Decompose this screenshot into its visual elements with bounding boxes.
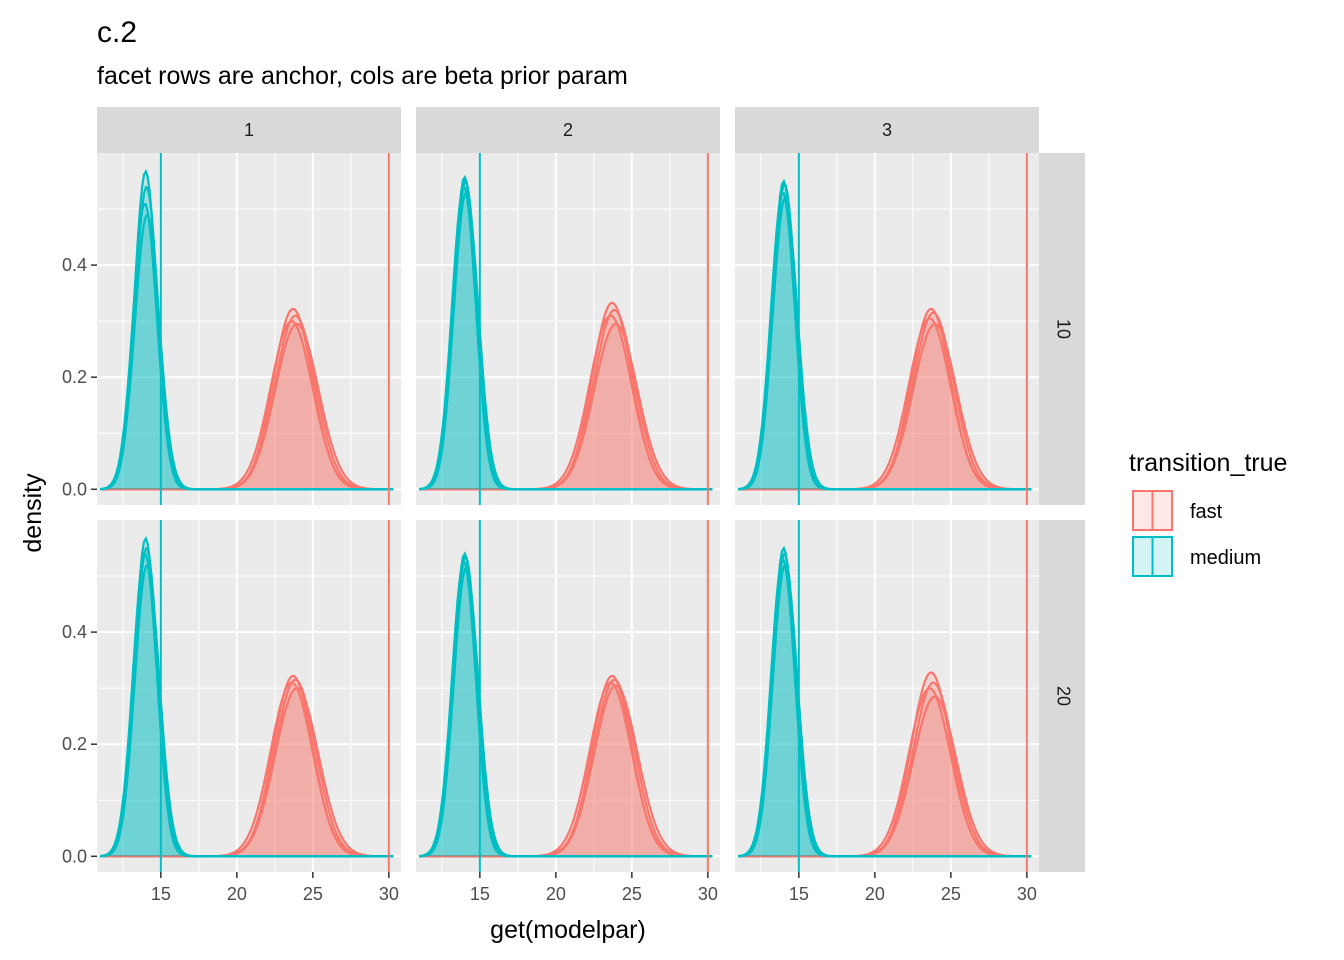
x-tick-label: 20 — [546, 884, 566, 904]
density-line-fast — [419, 322, 713, 491]
density-area-fast — [100, 679, 394, 857]
y-tick-label: 0.0 — [62, 846, 87, 866]
density-area-fast — [100, 315, 394, 490]
density-area-fast — [419, 302, 713, 490]
x-tick-label: 15 — [789, 884, 809, 904]
density-area-fast — [100, 675, 394, 857]
x-tick-label: 30 — [698, 884, 718, 904]
density-area-medium — [100, 214, 394, 490]
density-area-fast — [100, 682, 394, 857]
y-tick-label: 0.2 — [62, 734, 87, 754]
density-line-medium — [99, 563, 394, 858]
density-area-fast — [738, 308, 1032, 490]
panel-background — [416, 153, 720, 505]
y-tick-label: 0.0 — [62, 479, 87, 499]
density-area-fast — [419, 682, 713, 857]
facet-strip-row-label: 10 — [1053, 319, 1073, 339]
density-line-medium — [418, 190, 713, 491]
legend-title: transition_true — [1129, 449, 1287, 477]
facet-strip-col-label: 1 — [244, 120, 254, 140]
density-area-fast — [100, 321, 394, 490]
chart-title: c.2 — [97, 16, 137, 49]
facet-strip-col-2 — [416, 107, 720, 153]
density-area-fast — [419, 324, 713, 490]
x-tick-label: 15 — [151, 884, 171, 904]
density-area-fast — [100, 308, 394, 490]
density-line-medium — [418, 566, 713, 858]
density-area-fast — [419, 679, 713, 857]
density-line-medium — [99, 213, 394, 491]
density-line-fast — [419, 684, 713, 858]
density-area-fast — [419, 675, 713, 857]
density-area-fast — [738, 682, 1032, 857]
density-area-fast — [100, 688, 394, 857]
density-area-medium — [738, 198, 1032, 490]
panel-background — [97, 520, 401, 872]
density-line-fast — [738, 322, 1032, 491]
panel-background — [735, 520, 1039, 872]
density-area-fast — [738, 312, 1032, 490]
density-area-fast — [419, 315, 713, 490]
density-area-medium — [100, 565, 394, 857]
x-tick-label: 15 — [470, 884, 490, 904]
facet-strip-col-3 — [735, 107, 1039, 153]
facet-strip-row-10 — [1039, 153, 1085, 505]
y-tick-label: 0.4 — [62, 255, 87, 275]
legend-label-medium: medium — [1190, 547, 1261, 569]
density-area-fast — [738, 688, 1032, 857]
x-tick-label: 30 — [1017, 884, 1037, 904]
x-tick-label: 25 — [941, 884, 961, 904]
y-axis-label: density — [19, 473, 47, 553]
density-area-fast — [419, 685, 713, 857]
x-tick-label: 25 — [622, 884, 642, 904]
density-area-fast — [738, 696, 1032, 857]
legend: transition_true fast medium — [1129, 449, 1287, 578]
facet-strip-col-1 — [97, 107, 401, 153]
density-line-medium — [737, 196, 1032, 491]
density-area-medium — [738, 565, 1032, 857]
x-tick-label: 20 — [865, 884, 885, 904]
density-area-fast — [738, 672, 1032, 857]
density-line-fast — [100, 322, 394, 491]
facet-strip-row-label: 20 — [1053, 686, 1073, 706]
density-area-fast — [738, 318, 1032, 490]
x-tick-label: 20 — [227, 884, 247, 904]
facet-panels: 1 2 3 10 20 0.0 0.2 0.4 0.0 0.2 0.4 15 20 25 30 15 20 25 3… — [62, 107, 1085, 904]
y-tick-label: 0.2 — [62, 367, 87, 387]
legend-label-fast: fast — [1190, 501, 1223, 523]
facet-strip-col-label: 2 — [563, 120, 573, 140]
density-line-fast — [738, 695, 1032, 858]
density-area-fast — [100, 324, 394, 490]
x-tick-label: 30 — [379, 884, 399, 904]
density-line-medium — [737, 563, 1032, 858]
density-area-fast — [738, 324, 1032, 490]
chart-subtitle: facet rows are anchor, cols are beta pri… — [97, 62, 628, 90]
density-line-fast — [100, 687, 394, 858]
x-tick-label: 25 — [303, 884, 323, 904]
density-area-medium — [419, 192, 713, 490]
density-area-fast — [419, 310, 713, 490]
y-tick-label: 0.4 — [62, 622, 87, 642]
facet-strip-row-20 — [1039, 520, 1085, 872]
panel-background — [735, 153, 1039, 505]
density-area-medium — [419, 567, 713, 857]
x-axis-label: get(modelpar) — [490, 916, 646, 944]
facet-strip-col-label: 3 — [882, 120, 892, 140]
panel-background — [416, 520, 720, 872]
